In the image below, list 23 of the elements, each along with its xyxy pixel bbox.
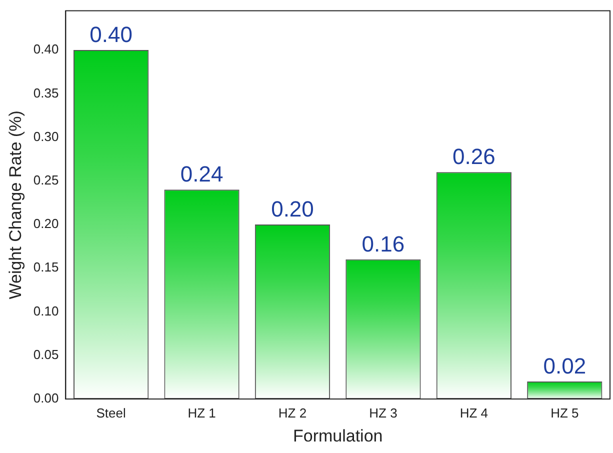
y-tick-label: 0.35 bbox=[33, 85, 59, 100]
y-tick-label: 0.10 bbox=[33, 303, 59, 318]
y-tick-label: 0.15 bbox=[33, 260, 59, 275]
x-tick-label: HZ 2 bbox=[278, 405, 307, 420]
y-tick-label: 0.05 bbox=[33, 346, 59, 362]
x-tick-label: HZ 5 bbox=[550, 405, 579, 420]
data-label: 0.02 bbox=[543, 354, 586, 379]
data-label: 0.20 bbox=[271, 196, 314, 222]
x-tick-label: Steel bbox=[96, 405, 126, 420]
x-tick-label: HZ 3 bbox=[369, 405, 398, 420]
y-tick-label: 0.30 bbox=[33, 128, 59, 144]
y-tick-label: 0.40 bbox=[33, 42, 59, 57]
y-tick-label: 0.00 bbox=[33, 390, 59, 406]
x-tick-label: HZ 1 bbox=[188, 405, 216, 420]
y-axis-title: Weight Change Rate (%) bbox=[6, 110, 25, 300]
y-tick-label: 0.20 bbox=[33, 216, 59, 232]
data-label: 0.24 bbox=[180, 162, 224, 187]
data-label: 0.16 bbox=[362, 231, 405, 256]
data-label: 0.40 bbox=[90, 22, 132, 48]
y-tick-label: 0.25 bbox=[33, 172, 59, 188]
x-tick-label: HZ 4 bbox=[460, 405, 488, 420]
x-axis-title: Formulation bbox=[292, 426, 383, 446]
data-label: 0.26 bbox=[452, 144, 496, 170]
